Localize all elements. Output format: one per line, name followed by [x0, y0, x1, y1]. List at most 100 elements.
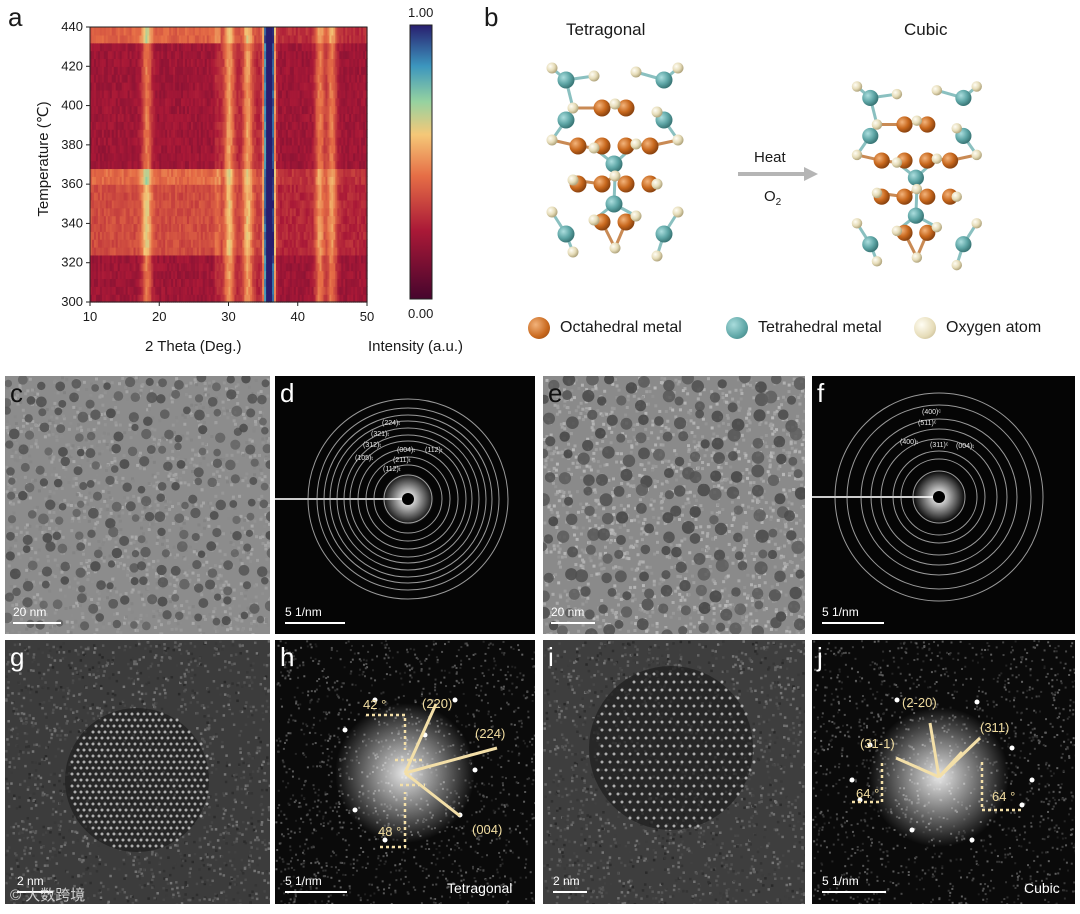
scalebar-j	[822, 891, 886, 893]
legend-octahedral: Octahedral metal	[528, 317, 682, 339]
panel-label-i: i	[548, 642, 554, 672]
panel-e-tem: e 20 nm	[543, 376, 805, 634]
saed-d-label-2: (321)ₜ	[371, 431, 390, 438]
watermark: © 大数跨境	[10, 887, 86, 904]
saed-f-label-1: (400)ᶜ	[922, 409, 941, 416]
x-tick-label: 30	[221, 309, 235, 324]
panel-label-c: c	[10, 378, 23, 408]
particles	[543, 376, 805, 634]
cubic-structure	[851, 81, 982, 271]
saed-d-label-1: (224)ₜ	[382, 420, 401, 427]
panel-h-fft: h 42 ° (220) (224) (004) 48 ° Tetragonal…	[275, 640, 535, 904]
colorbar-title: Intensity (a.u.)	[368, 338, 464, 355]
fft-j-spot-31-1: (31-1)	[860, 736, 895, 751]
colorbar-max-label: 1.00	[408, 5, 434, 20]
fft-j-spot-2-20: (2-20)	[902, 695, 937, 710]
scalebar-f	[822, 622, 884, 624]
panel-label-b: b	[484, 2, 499, 32]
fft-angle-guides	[852, 762, 1022, 812]
scalebar-h-label: 5 1/nm	[285, 874, 322, 888]
heatmap-cells	[90, 27, 368, 303]
fft-h-spot-224: (224)	[475, 726, 506, 741]
panel-d-saed: d (224)ₜ (321)ₜ (312)ₜ (105)ₜ (004)ₜ (11…	[275, 376, 535, 634]
fft-h-spot-004: (004)	[472, 822, 503, 837]
tetragonal-structure	[546, 62, 684, 262]
arrow-label-heat: Heat	[754, 149, 786, 166]
y-tick-label: 360	[61, 176, 83, 191]
tetrahedral-dot-icon	[726, 317, 748, 339]
y-tick-label: 340	[61, 215, 83, 230]
saed-f-label-3: (400)ₜ	[900, 439, 919, 446]
scalebar-h	[285, 891, 347, 893]
panel-label-j: j	[817, 642, 823, 672]
saed-f-label-2: (511)ᶜ	[918, 420, 937, 427]
y-tick-label: 420	[61, 58, 83, 73]
legend-oxygen: Oxygen atom	[914, 317, 1041, 339]
colorbar	[409, 24, 433, 300]
fft-angle-guides	[366, 713, 425, 849]
scalebar-e	[551, 622, 595, 624]
heat-arrow-icon	[738, 167, 818, 181]
scalebar-d	[285, 622, 345, 624]
panel-j-fft: j (2-20) (311) (31-1) 64 ° 64 ° Cubic 5 …	[812, 640, 1075, 904]
scalebar-g	[17, 891, 53, 893]
tetragonal-title: Tetragonal	[566, 20, 646, 39]
particles	[5, 376, 270, 634]
fft-j-spot-311: (311)	[980, 720, 1010, 735]
fft-noise	[275, 640, 535, 904]
x-tick-label: 10	[83, 309, 97, 324]
panel-f-saed: f (400)ᶜ (511)ᶜ (400)ₜ (311)ᶜ (004)ₜ 5 1…	[812, 376, 1075, 634]
fft-vectors	[403, 703, 498, 818]
fft-h-spot-220: (220)	[422, 696, 453, 711]
saed-d-label-3: (312)ₜ	[363, 442, 382, 449]
y-axis-title: Temperature (℃)	[35, 101, 52, 217]
oxygen-dot-icon	[914, 317, 936, 339]
y-tick-label: 440	[61, 19, 83, 34]
panel-label-d: d	[280, 378, 295, 408]
panel-label-f: f	[817, 378, 825, 408]
octahedral-dot-icon	[528, 317, 550, 339]
cubic-title: Cubic	[904, 20, 948, 39]
panel-label-a: a	[8, 2, 23, 32]
arrow-label-oxygen: O2	[764, 188, 782, 208]
scalebar-i-label: 2 nm	[553, 874, 580, 888]
fft-h-phase-label: Tetragonal	[447, 880, 513, 896]
saed-f-label-4: (311)ᶜ	[930, 442, 949, 449]
x-tick-label: 50	[360, 309, 374, 324]
scalebar-j-label: 5 1/nm	[822, 874, 859, 888]
scalebar-c	[13, 622, 61, 624]
panel-i-hrtem: i 2 nm	[543, 640, 805, 904]
scalebar-e-label: 20 nm	[551, 605, 585, 619]
fft-h-angle-bottom: 48 °	[378, 824, 402, 839]
panel-a-heatmap: 10 20 30 40 50 300 320 340 360 380 400 420 440	[0, 0, 520, 360]
fft-j-angle-right: 64 °	[992, 789, 1016, 804]
saed-f-label-5: (004)ₜ	[956, 443, 975, 450]
fft-j-angle-left: 64 °	[856, 786, 880, 801]
y-tick-label: 300	[61, 294, 83, 309]
panel-label-h: h	[280, 642, 295, 672]
scalebar-f-label: 5 1/nm	[822, 605, 859, 619]
fft-j-phase-label: Cubic	[1024, 880, 1060, 896]
heatmap-chart: 10 20 30 40 50 300 320 340 360 380 400 420 440	[61, 19, 433, 324]
panel-c-tem: c 20 nm	[5, 376, 270, 634]
saed-d-label-6: (112)ₜ	[425, 447, 443, 454]
x-axis-title: 2 Theta (Deg.)	[145, 338, 242, 355]
y-tick-label: 400	[61, 98, 83, 113]
panel-label-e: e	[548, 378, 563, 408]
saed-d-label-7: (211)ₜ	[393, 457, 411, 464]
lattice-fringes	[543, 640, 805, 904]
legend-tetrahedral: Tetrahedral metal	[726, 317, 882, 339]
fft-vectors	[895, 722, 982, 779]
scalebar-c-label: 20 nm	[13, 605, 47, 619]
y-tick-label: 380	[61, 137, 83, 152]
saed-d-label-4: (105)ₜ	[355, 455, 374, 462]
fft-h-angle-top: 42 °	[363, 697, 387, 712]
lattice-fringes	[5, 640, 270, 904]
scalebar-d-label: 5 1/nm	[285, 605, 322, 619]
saed-d-label-8: (112)ₜ	[383, 466, 401, 473]
saed-d-label-5: (004)ₜ	[397, 447, 416, 454]
crystal-structures	[546, 62, 982, 271]
panel-label-g: g	[10, 642, 25, 672]
panel-g-hrtem: g 2 nm	[5, 640, 270, 904]
colorbar-min-label: 0.00	[408, 306, 434, 321]
